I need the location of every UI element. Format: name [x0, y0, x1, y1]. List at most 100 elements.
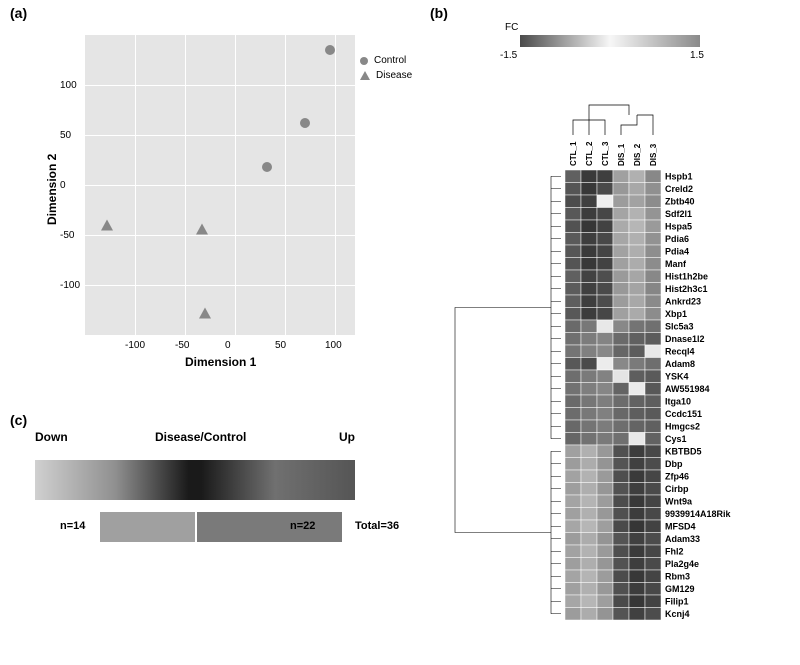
cell-3-2	[597, 208, 613, 221]
cell-26-1	[581, 495, 597, 508]
cell-33-5	[645, 583, 661, 596]
cell-1-4	[629, 183, 645, 196]
up-label: Up	[339, 430, 355, 444]
cell-21-1	[581, 433, 597, 446]
cell-21-4	[629, 433, 645, 446]
gene-Manf: Manf	[665, 259, 687, 269]
cell-29-5	[645, 533, 661, 546]
cell-18-2	[597, 395, 613, 408]
cell-18-5	[645, 395, 661, 408]
cell-3-5	[645, 208, 661, 221]
cell-33-0	[565, 583, 581, 596]
cell-32-5	[645, 570, 661, 583]
cell-12-4	[629, 320, 645, 333]
sample-DIS_1: DIS_1	[617, 143, 626, 166]
legend-marker-control	[360, 57, 368, 65]
cell-8-1	[581, 270, 597, 283]
cell-23-3	[613, 458, 629, 471]
cell-6-3	[613, 245, 629, 258]
gene-Recql4: Recql4	[665, 346, 695, 356]
cell-34-3	[613, 595, 629, 608]
cell-32-4	[629, 570, 645, 583]
grid-y--100	[85, 285, 355, 286]
cell-30-1	[581, 545, 597, 558]
cell-23-1	[581, 458, 597, 471]
cell-30-5	[645, 545, 661, 558]
cell-4-4	[629, 220, 645, 233]
cell-0-0	[565, 170, 581, 183]
ytick--50: -50	[60, 230, 74, 241]
cell-33-2	[597, 583, 613, 596]
gene-Ccdc151: Ccdc151	[665, 409, 702, 419]
cell-19-4	[629, 408, 645, 421]
cell-30-3	[613, 545, 629, 558]
cell-25-5	[645, 483, 661, 496]
cell-6-1	[581, 245, 597, 258]
cell-3-0	[565, 208, 581, 221]
cell-6-2	[597, 245, 613, 258]
cell-7-4	[629, 258, 645, 271]
cell-8-4	[629, 270, 645, 283]
gene-Xbp1: Xbp1	[665, 309, 687, 319]
cell-30-2	[597, 545, 613, 558]
xtick-0: 0	[225, 340, 231, 351]
cell-0-3	[613, 170, 629, 183]
legend-disease: Disease	[360, 70, 412, 81]
cell-11-4	[629, 308, 645, 321]
point-2	[262, 162, 272, 172]
cell-22-5	[645, 445, 661, 458]
cell-25-1	[581, 483, 597, 496]
gene-AW551984: AW551984	[665, 384, 710, 394]
cell-23-0	[565, 458, 581, 471]
ratio-title: Disease/Control	[155, 430, 246, 444]
cell-1-1	[581, 183, 597, 196]
cell-28-4	[629, 520, 645, 533]
cell-29-0	[565, 533, 581, 546]
cell-34-5	[645, 595, 661, 608]
cell-6-5	[645, 245, 661, 258]
cell-22-2	[597, 445, 613, 458]
cell-28-5	[645, 520, 661, 533]
cell-17-4	[629, 383, 645, 396]
cell-16-1	[581, 370, 597, 383]
scatter-plot-area	[85, 35, 355, 335]
cell-15-4	[629, 358, 645, 371]
cell-20-1	[581, 420, 597, 433]
cell-13-5	[645, 333, 661, 346]
cell-28-0	[565, 520, 581, 533]
ytick--100: -100	[60, 280, 80, 291]
cell-5-1	[581, 233, 597, 246]
cell-2-3	[613, 195, 629, 208]
cell-22-3	[613, 445, 629, 458]
gene-Hmgcs2: Hmgcs2	[665, 421, 700, 431]
cell-31-1	[581, 558, 597, 571]
cell-33-3	[613, 583, 629, 596]
cell-28-3	[613, 520, 629, 533]
point-1	[300, 118, 310, 128]
cell-25-0	[565, 483, 581, 496]
total-count: Total=36	[355, 520, 399, 532]
cell-30-0	[565, 545, 581, 558]
cell-4-0	[565, 220, 581, 233]
cell-2-1	[581, 195, 597, 208]
cell-29-2	[597, 533, 613, 546]
cell-7-3	[613, 258, 629, 271]
gene-Rbm3: Rbm3	[665, 571, 690, 581]
cell-25-2	[597, 483, 613, 496]
point-3	[101, 220, 113, 231]
gene-Pdia6: Pdia6	[665, 234, 689, 244]
cell-5-3	[613, 233, 629, 246]
cell-6-0	[565, 245, 581, 258]
gene-KBTBD5: KBTBD5	[665, 446, 702, 456]
cell-20-0	[565, 420, 581, 433]
cell-18-1	[581, 395, 597, 408]
up-count: n=22	[290, 520, 315, 532]
cell-24-3	[613, 470, 629, 483]
row-dendrogram	[455, 176, 561, 614]
gene-Slc5a3: Slc5a3	[665, 321, 694, 331]
cell-13-3	[613, 333, 629, 346]
cell-14-0	[565, 345, 581, 358]
cell-30-4	[629, 545, 645, 558]
heatmap-panel: FC -1.5 1.5 CTL_1CTL_2CTL_3DIS_1DIS_2DIS…	[435, 25, 780, 635]
gene-MFSD4: MFSD4	[665, 521, 696, 531]
